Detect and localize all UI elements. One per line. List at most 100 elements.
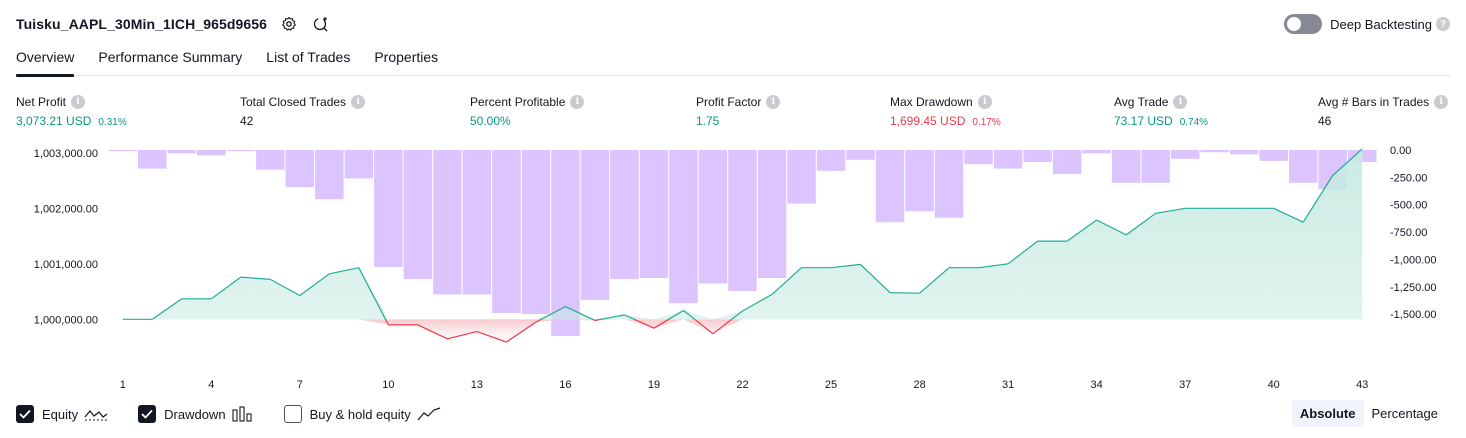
- equity-line-segment: [1096, 219, 1127, 236]
- metric-value: 50.00%: [470, 114, 511, 128]
- metric-net-profit: Net Profit i 3,073.21 USD 0.31%: [16, 94, 127, 130]
- drawdown-bar: [993, 150, 1023, 169]
- info-icon[interactable]: i: [71, 95, 86, 109]
- metric-value: 73.17 USD: [1114, 114, 1173, 128]
- drawdown-bar: [492, 150, 521, 313]
- drawdown-bar: [610, 150, 639, 280]
- info-icon[interactable]: i: [1173, 95, 1188, 109]
- drawdown-bar: [846, 150, 875, 160]
- equity-line-segment: [151, 298, 183, 320]
- drawdown-bar: [521, 150, 551, 315]
- left-axis-tick-label: 1,001,000.00: [34, 259, 98, 271]
- legend-buy-hold[interactable]: Buy & hold equity: [283, 405, 441, 423]
- deep-backtesting: Deep Backtesting ?: [1284, 14, 1450, 34]
- buy-hold-checkbox[interactable]: [283, 405, 302, 423]
- equity-line-segment: [731, 310, 743, 320]
- equity-line-segment: [1155, 207, 1186, 214]
- right-axis-tick-label: -500.00: [1390, 200, 1427, 212]
- equity-line-segment: [329, 267, 359, 275]
- legend-equity-label: Equity: [42, 406, 79, 422]
- equity-line-segment: [1273, 207, 1304, 223]
- equity-line-segment: [830, 263, 861, 269]
- drawdown-bar: [1229, 150, 1259, 155]
- percentage-button[interactable]: Percentage: [1371, 406, 1439, 421]
- equity-line-segment: [1007, 240, 1038, 265]
- x-axis-tick-label: 31: [1002, 379, 1014, 391]
- equity-line-segment: [565, 306, 593, 320]
- drawdown-checkbox[interactable]: [138, 405, 157, 423]
- equity-line-segment: [299, 273, 330, 296]
- equity-line-segment: [384, 319, 389, 326]
- metric-percent: 0.17%: [972, 117, 1001, 128]
- drawdown-bar: [875, 150, 905, 223]
- metric-max-drawdown: Max Drawdown i 1,699.45 USD 0.17%: [890, 94, 1001, 130]
- drawdown-bar: [639, 150, 669, 278]
- equity-line-segment: [978, 263, 1009, 269]
- settings-icon[interactable]: [279, 14, 299, 34]
- absolute-button[interactable]: Absolute: [1291, 400, 1364, 427]
- equity-line-segment: [742, 293, 773, 312]
- right-axis-tick-label: 0.00: [1390, 145, 1411, 157]
- strategy-title: Tuisku_AAPL_30Min_1ICH_965d9656: [16, 16, 268, 32]
- equity-line-segment: [592, 318, 596, 322]
- info-icon[interactable]: i: [977, 95, 992, 109]
- deep-backtesting-toggle[interactable]: [1284, 14, 1323, 34]
- metric-label: Avg Trade: [1114, 95, 1169, 109]
- metric-label: Net Profit: [16, 95, 67, 109]
- drawdown-bar: [1023, 150, 1052, 162]
- help-icon[interactable]: ?: [1436, 17, 1450, 31]
- title-row: Tuisku_AAPL_30Min_1ICH_965d9656: [16, 14, 331, 34]
- x-axis-tick-label: 4: [208, 379, 214, 391]
- metric-percent: 0.31%: [98, 117, 127, 128]
- info-icon[interactable]: i: [1434, 95, 1449, 109]
- drawdown-bar: [197, 150, 226, 156]
- drawdown-bar: [344, 150, 374, 179]
- toggle-knob: [1287, 17, 1302, 31]
- drawdown-bar: [138, 150, 167, 169]
- equity-line-segment: [634, 318, 655, 329]
- tab-overview[interactable]: Overview: [16, 46, 75, 77]
- x-axis-tick-label: 22: [736, 379, 748, 391]
- info-icon[interactable]: i: [766, 95, 781, 109]
- equity-drawdown-chart[interactable]: 1,000,000.00 1,001,000.00 1,002,000.00 1,00…: [0, 138, 1466, 394]
- equity-line-segment: [594, 318, 601, 322]
- equity-line-segment: [358, 267, 387, 320]
- metric-profit-factor: Profit Factor i 1.75: [696, 94, 781, 130]
- tab-performance-summary[interactable]: Performance Summary: [98, 49, 243, 65]
- x-axis-tick-label: 28: [913, 379, 925, 391]
- equity-line-segment: [1302, 175, 1334, 223]
- x-axis-tick-label: 25: [825, 379, 837, 391]
- equity-line-segment: [476, 331, 507, 343]
- metric-avg-trade: Avg Trade i 73.17 USD 0.74%: [1114, 94, 1208, 130]
- x-axis-tick-label: 16: [559, 379, 571, 391]
- info-icon[interactable]: i: [570, 95, 585, 109]
- drawdown-bar: [1259, 150, 1288, 161]
- legend-equity[interactable]: Equity: [16, 405, 108, 423]
- drawdown-bar: [1111, 150, 1141, 183]
- right-axis-tick-label: -1,500.00: [1390, 309, 1436, 321]
- equity-loss-area: [122, 319, 1363, 343]
- metrics-row: Net Profit i 3,073.21 USD 0.31% Total Clos…: [0, 94, 1466, 134]
- source-code-icon[interactable]: [311, 14, 331, 34]
- drawdown-bar: [816, 150, 846, 171]
- equity-checkbox[interactable]: [16, 405, 34, 423]
- right-axis-tick-label: -1,250.00: [1390, 282, 1436, 294]
- tab-list-of-trades[interactable]: List of Trades: [266, 49, 351, 65]
- metric-value: 1,699.45 USD: [890, 114, 966, 128]
- left-axis-tick-label: 1,000,000.00: [34, 314, 98, 326]
- drawdown-bar: [226, 150, 255, 152]
- tab-properties[interactable]: Properties: [374, 49, 439, 65]
- metric-value: 42: [240, 114, 254, 128]
- drawdown-bar: [374, 150, 403, 268]
- equity-area: [122, 148, 1363, 320]
- x-axis-tick-label: 43: [1356, 379, 1368, 391]
- drawdown-bar: [403, 150, 433, 280]
- drawdown-bar: [433, 150, 462, 295]
- deep-backtesting-label: Deep Backtesting: [1330, 16, 1432, 32]
- equity-line-segment: [919, 267, 950, 294]
- right-axis-tick-label: -250.00: [1390, 172, 1427, 184]
- drawdown-bars-icon: [232, 406, 254, 422]
- x-axis-tick-label: 34: [1090, 379, 1102, 391]
- legend-drawdown[interactable]: Drawdown: [138, 405, 253, 423]
- info-icon[interactable]: i: [351, 95, 366, 109]
